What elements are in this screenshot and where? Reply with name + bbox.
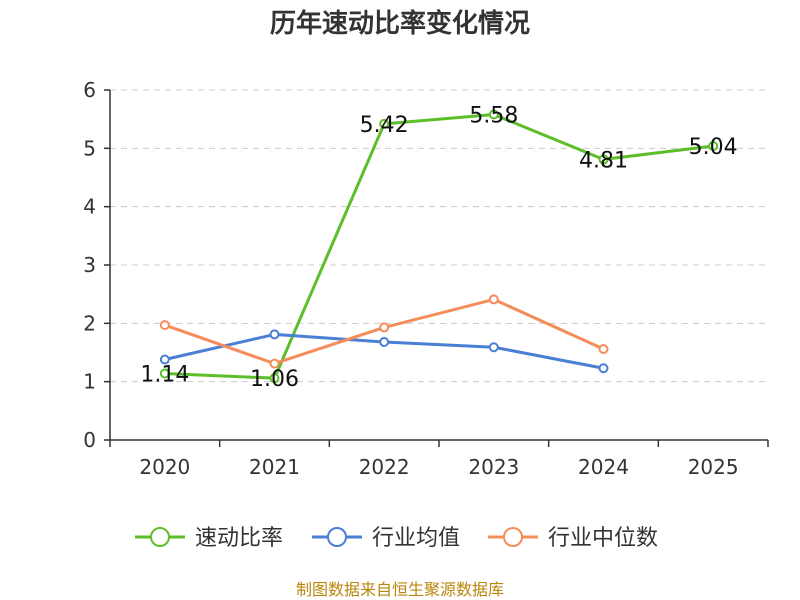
data-label-2021: 1.06: [250, 367, 299, 392]
data-label-2024: 4.81: [579, 148, 628, 173]
grid: [110, 89, 768, 383]
x-tick-label-2020: 2020: [139, 455, 190, 479]
x-tick-label-2022: 2022: [359, 455, 410, 479]
series-1-point-2022[interactable]: [379, 337, 390, 347]
x-tick-label-2023: 2023: [468, 455, 519, 479]
data-label-2022: 5.42: [360, 113, 409, 138]
x-tick-label-2021: 2021: [249, 455, 300, 479]
series-0-point-2021[interactable]: [269, 373, 280, 384]
series-0-point-2024[interactable]: [598, 154, 609, 165]
series-2-point-2021[interactable]: [269, 358, 280, 369]
series-0-point-2020[interactable]: [159, 368, 170, 379]
legend-label: 行业均值: [372, 526, 460, 551]
legend-item-0[interactable]: 速动比率: [135, 526, 283, 551]
legend-label: 速动比率: [195, 526, 283, 551]
series-0-point-2023[interactable]: [488, 109, 499, 120]
series-2-point-2024[interactable]: [598, 344, 609, 354]
legend-marker-icon: [503, 527, 523, 547]
axes: 0 1 2 3 4 5 6 2020 2021 2022 2023 2024 2025: [83, 78, 769, 479]
series-1-point-2021[interactable]: [269, 329, 280, 340]
chart-title: 历年速动比率变化情况: [270, 8, 530, 39]
legend-item-2[interactable]: 行业中位数: [488, 526, 658, 551]
data-label-2023: 5.58: [469, 104, 518, 129]
series-layer: [159, 109, 719, 384]
series-1-point-2023[interactable]: [488, 342, 499, 353]
legend-marker-icon: [327, 527, 347, 547]
source-note: 制图数据来自恒生聚源数据库: [296, 580, 504, 599]
data-label-2020: 1.14: [140, 363, 189, 388]
series-0-point-2025[interactable]: [708, 141, 719, 151]
y-tick-label: 1: [83, 370, 96, 394]
legend-marker-icon: [150, 527, 170, 547]
data-label-2025: 5.04: [689, 135, 738, 160]
data-labels: 1.14 1.06 5.42 5.58 4.81 5.04: [140, 104, 737, 393]
y-tick-label: 5: [83, 136, 96, 160]
y-tick-label: 6: [83, 78, 96, 102]
x-tick-label-2025: 2025: [688, 455, 739, 479]
series-2-point-2022[interactable]: [379, 322, 390, 333]
legend-item-1[interactable]: 行业均值: [312, 526, 460, 551]
series-0-point-2022[interactable]: [379, 118, 390, 129]
x-tick-label-2024: 2024: [578, 455, 629, 479]
y-tick-label: 3: [83, 253, 96, 277]
legend[interactable]: 速动比率 行业均值 行业中位数: [135, 526, 658, 551]
series-1-point-2020[interactable]: [159, 354, 170, 365]
series-2-point-2020[interactable]: [159, 320, 170, 331]
series-2-point-2023[interactable]: [488, 294, 499, 305]
legend-label: 行业中位数: [548, 526, 658, 551]
series-1-point-2024[interactable]: [598, 363, 609, 374]
y-tick-label: 4: [83, 195, 96, 219]
y-tick-label: 2: [83, 311, 96, 335]
y-tick-label: 0: [83, 428, 96, 452]
series-line-0: [164, 113, 714, 380]
